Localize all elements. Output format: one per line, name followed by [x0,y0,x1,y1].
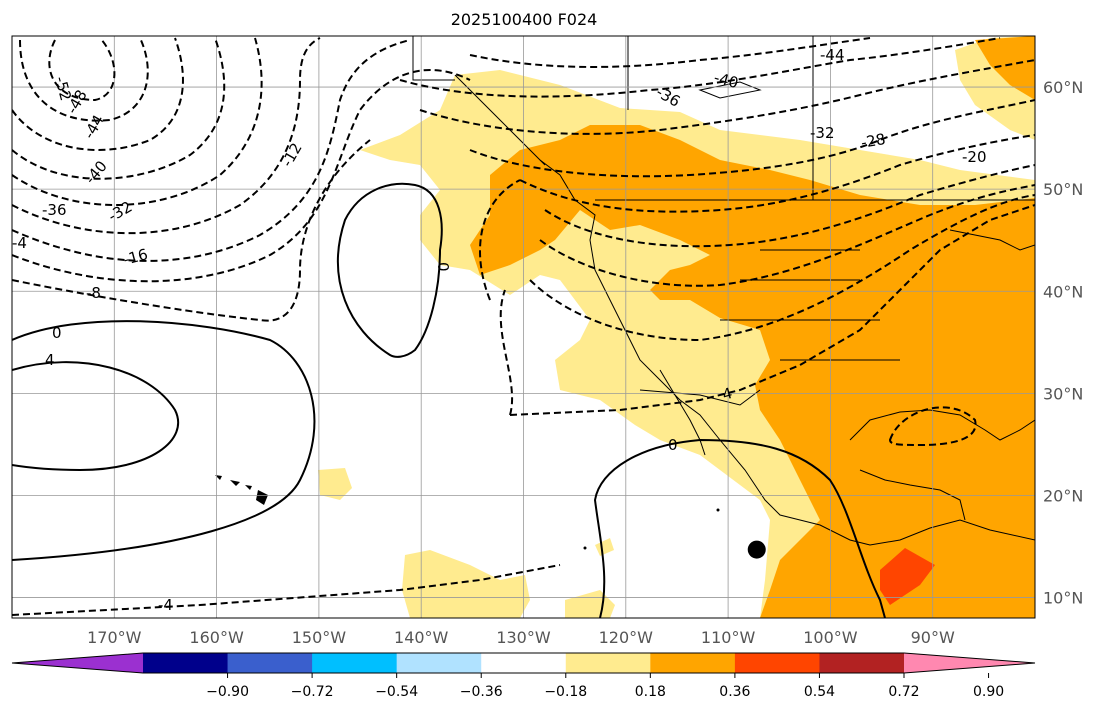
map-frame [11,35,1036,619]
shade-yellow-south [402,550,530,618]
contour-label: 4 [45,351,55,369]
lon-tick-label: 170°W [87,628,142,647]
colorbar-segment [734,653,820,673]
contour-label: 0 [668,436,678,454]
colorbar-tick-label: −0.90 [206,684,249,700]
longitude-tick-labels: 170°W 160°W 150°W 140°W 130°W 120°W 110°W 100°W… [87,628,955,647]
contour-label: 0 [52,324,62,342]
contour-label: -40 [712,68,740,92]
lon-tick-label: 140°W [394,628,449,647]
lon-tick-label: 110°W [701,628,756,647]
colorbar-segment [481,653,567,673]
lat-tick-label: 20°N [1043,486,1083,505]
colorbar: −0.90 −0.72 −0.54 −0.36 −0.18 0.18 0.36 0.54 0.7… [11,652,1036,700]
colorbar-extend-low [12,653,143,673]
lon-tick-label: 100°W [803,628,858,647]
contour-label: -36 [42,201,67,219]
shade-yellow-island [318,468,352,500]
lon-tick-label: 90°W [911,628,955,647]
contour-label: -52 [51,74,75,102]
colorbar-tick-label: 0.90 [973,684,1004,700]
colorbar-extend-high [904,653,1035,673]
colorbar-segment [396,653,482,673]
colorbar-tick-label: −0.36 [460,684,503,700]
shade-orange-main [470,125,1035,618]
contour-label: -44 [820,46,845,64]
lat-tick-label: 40°N [1043,282,1083,301]
contour-label: -28 [860,130,887,152]
colorbar-segment [650,653,736,673]
colorbar-tick-label: −0.54 [375,684,418,700]
colorbar-tick-label: 0.72 [888,684,919,700]
colorbar-segment [312,653,398,673]
colorbar-tick-label: 0.18 [635,684,666,700]
lon-tick-label: 130°W [496,628,551,647]
contour-label: -8 [86,284,101,302]
map-panel [12,36,1035,618]
gridlines [12,36,1035,618]
contour-label: -4 [12,234,27,252]
location-marker [747,540,766,559]
colorbar-segment [143,653,229,673]
lon-tick-label: 120°W [599,628,654,647]
contour-label: -32 [810,124,835,142]
contour-label: 0 [434,262,452,272]
lon-tick-label: 150°W [292,628,347,647]
lat-tick-label: 50°N [1043,180,1083,199]
colorbar-tick-label: 0.36 [719,684,750,700]
lon-tick-label: 160°W [189,628,244,647]
contour-label: 4 [720,384,734,404]
lat-tick-label: 60°N [1043,78,1083,97]
negative-contours [12,37,1035,616]
lat-tick-label: 30°N [1043,384,1083,403]
contour-label: -16 [121,245,149,269]
shade-yellow-small [595,538,614,556]
contour-label: -20 [962,148,987,166]
colorbar-segment [227,653,313,673]
colorbar-segment [819,653,905,673]
contour-label: -4 [158,596,173,614]
figure-title: 2025100400 F024 [451,10,598,29]
colorbar-segment [565,653,651,673]
colorbar-tick-label: −0.18 [544,684,587,700]
colorbar-tick-label: −0.72 [291,684,334,700]
zero-contours [12,182,886,618]
shade-orange-top-right [975,36,1035,100]
shade-red-orange [880,548,935,605]
latitude-tick-labels: 60°N 50°N 40°N 30°N 20°N 10°N [1043,78,1083,608]
colorbar-tick-label: 0.54 [804,684,835,700]
lat-tick-label: 10°N [1043,589,1083,608]
